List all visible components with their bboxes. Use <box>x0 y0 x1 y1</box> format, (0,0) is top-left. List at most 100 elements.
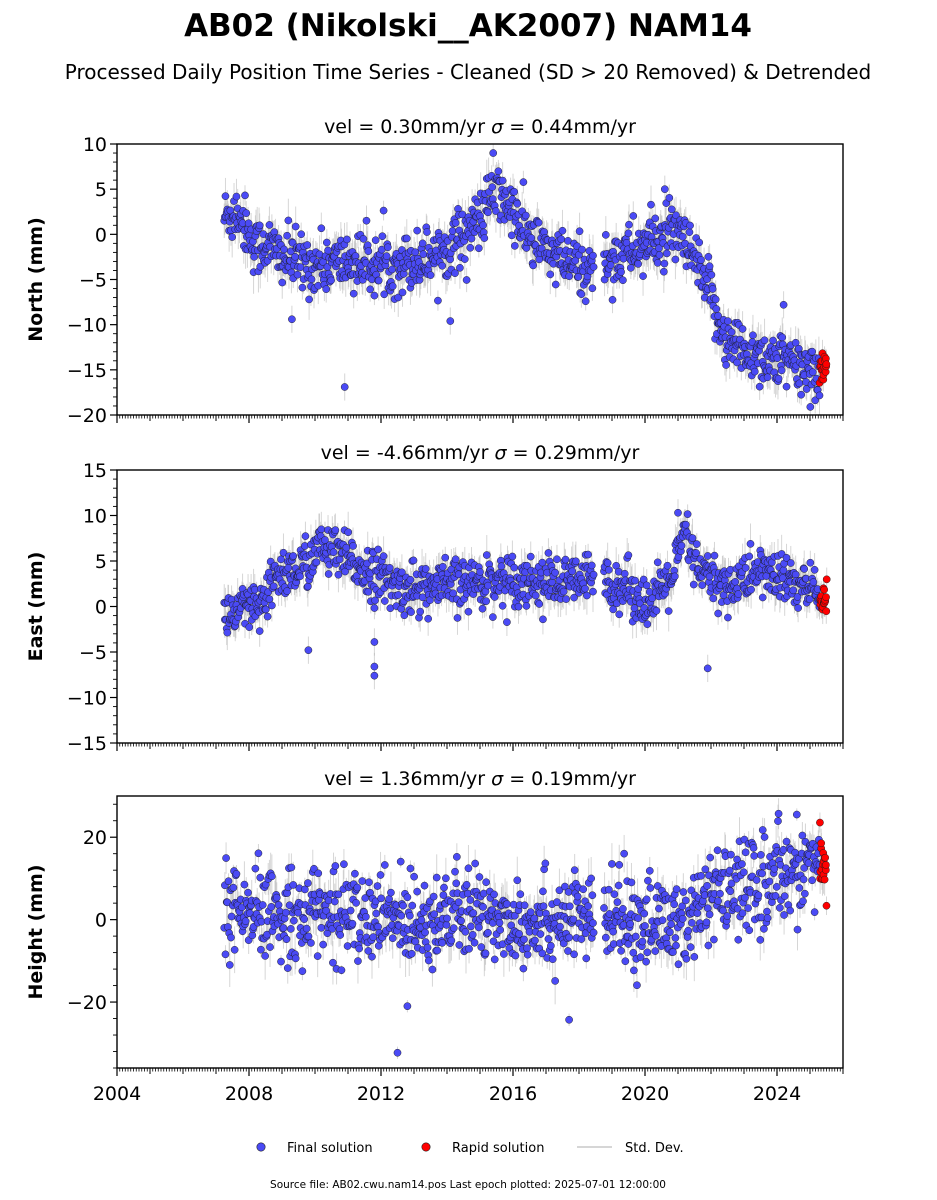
final-solution-point <box>527 234 536 242</box>
final-solution-point <box>342 543 351 552</box>
final-solution-point <box>741 564 750 572</box>
final-solution-point <box>456 263 464 272</box>
final-solution-point <box>642 581 651 590</box>
final-solution-point <box>606 261 615 269</box>
final-solution-point <box>659 267 668 276</box>
final-solution-point <box>370 671 379 680</box>
final-solution-point <box>331 526 340 534</box>
final-solution-point <box>364 588 373 596</box>
final-solution-point <box>434 296 442 305</box>
final-solution-point <box>279 548 288 557</box>
final-solution-point <box>370 604 379 612</box>
final-solution-point <box>245 623 254 631</box>
final-solution-point <box>698 581 707 589</box>
plot-area <box>220 144 831 415</box>
final-solution-point <box>498 601 507 610</box>
final-solution-point <box>451 219 460 227</box>
final-solution-point <box>652 606 661 615</box>
final-solution-point <box>400 611 409 620</box>
final-solution-point <box>663 561 672 570</box>
final-solution-point <box>603 559 612 567</box>
final-solution-point <box>277 555 285 564</box>
final-solution-point <box>808 347 816 356</box>
final-solution-point <box>283 231 291 240</box>
final-solution-point <box>763 373 772 382</box>
final-solution-point <box>655 251 664 259</box>
final-solution-point <box>261 605 270 614</box>
final-solution-point <box>268 601 276 610</box>
final-solution-point <box>686 221 694 230</box>
y-tick-label: 0 <box>95 224 107 246</box>
final-solution-point <box>747 585 755 594</box>
final-solution-point <box>558 226 567 235</box>
final-solution-point <box>466 243 475 252</box>
final-solution-point <box>514 602 523 611</box>
final-solution-point <box>479 221 487 230</box>
final-solution-point <box>379 552 388 560</box>
y-tick-label: 10 <box>83 506 107 528</box>
final-solution-point <box>615 610 624 619</box>
final-solution-point <box>588 284 597 293</box>
final-solution-point <box>303 241 312 249</box>
final-solution-point <box>462 276 471 284</box>
final-solution-point <box>296 572 304 581</box>
final-solution-point <box>409 556 418 565</box>
final-solution-point <box>344 528 353 537</box>
final-solution-point <box>284 216 293 225</box>
final-solution-point <box>280 245 288 254</box>
y-axis-label: North (mm) <box>25 217 47 342</box>
final-solution-point <box>526 552 535 561</box>
y-tick-label: −20 <box>67 405 107 427</box>
final-solution-point <box>731 578 740 586</box>
final-solution-point <box>797 390 805 399</box>
final-solution-point <box>703 664 712 673</box>
final-solution-point <box>733 358 741 367</box>
height-panel: vel = 1.36mm/yr σ = 0.19mm/yr Height (mm)… <box>25 768 844 1105</box>
final-solution-point <box>620 569 629 578</box>
y-tick-label: −10 <box>67 315 107 337</box>
y-tick-label: −10 <box>67 688 107 710</box>
final-solution-point <box>522 211 530 220</box>
final-solution-point <box>758 593 767 602</box>
final-solution-point <box>808 368 817 376</box>
final-solution-point <box>711 295 720 304</box>
panel-title-velocity: vel = -4.66mm/yr <box>321 442 495 464</box>
final-solution-point <box>378 232 387 241</box>
final-solution-points <box>220 508 824 680</box>
final-solution-point <box>519 178 528 186</box>
panel-title-sigma-symbol: σ <box>491 116 509 138</box>
final-solution-point <box>449 589 458 598</box>
final-solution-point <box>321 536 329 544</box>
final-solution-point <box>577 290 586 298</box>
final-solution-point <box>681 520 690 529</box>
final-solution-point <box>589 570 598 579</box>
y-axis-label: Height (mm) <box>25 864 47 999</box>
final-solution-point <box>791 338 800 347</box>
panel-title-sigma: = 0.19mm/yr <box>509 768 636 790</box>
east-panel: vel = -4.66mm/yr σ = 0.29mm/yr East (mm) −… <box>25 442 844 755</box>
final-solution-point <box>634 260 642 268</box>
final-solution-point <box>529 261 537 270</box>
final-solution-point <box>627 264 635 272</box>
final-solution-point <box>683 510 692 518</box>
final-solution-point <box>370 662 379 671</box>
final-solution-point <box>631 576 639 585</box>
final-solution-point <box>497 562 506 571</box>
final-solution-point <box>304 582 312 591</box>
final-solution-point <box>418 239 427 248</box>
final-solution-point <box>278 278 287 287</box>
final-solution-point <box>705 572 714 581</box>
final-solution-point <box>625 220 633 229</box>
final-solution-point <box>265 221 274 229</box>
final-solution-point <box>724 317 732 325</box>
final-solution-point <box>664 607 673 615</box>
final-solution-point <box>482 551 491 559</box>
final-solution-point <box>704 252 713 261</box>
final-solution-point <box>223 628 232 637</box>
plot-area <box>220 798 831 1059</box>
final-solution-point <box>446 317 455 325</box>
final-solution-point <box>778 333 787 342</box>
final-solution-point <box>685 228 694 236</box>
final-solution-point <box>653 259 662 267</box>
